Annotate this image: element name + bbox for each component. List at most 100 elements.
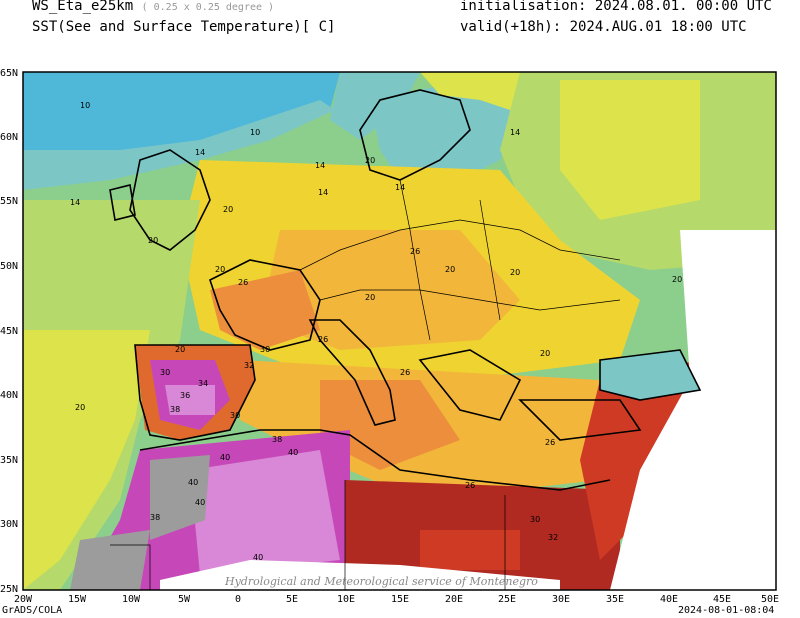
lat-label: 65N	[0, 68, 18, 79]
contour-label: 20	[445, 265, 455, 274]
lon-label: 35E	[606, 594, 624, 605]
field-cool-band	[23, 100, 335, 190]
contour-label: 40	[288, 448, 298, 457]
contour-label: 38	[150, 513, 160, 522]
contour-label: 36	[180, 391, 190, 400]
contour-label: 20	[175, 345, 185, 354]
field-out-of-domain-south	[160, 560, 560, 590]
contour-label: 26	[400, 368, 410, 377]
field-iberia-hottest	[165, 385, 215, 415]
field-atlas-grey	[150, 455, 210, 540]
contour-label: 26	[410, 247, 420, 256]
resolution-note: ( 0.25 x 0.25 degree )	[141, 2, 275, 13]
field-baltic	[370, 80, 520, 190]
contour-label: 26	[318, 335, 328, 344]
contour-label: 26	[238, 278, 248, 287]
contour-label: 40	[220, 453, 230, 462]
coast-turkey	[518, 399, 642, 441]
borders	[110, 179, 621, 590]
contour-label: 38	[170, 405, 180, 414]
contour-label: 20	[223, 205, 233, 214]
contour-label: 20	[365, 156, 375, 165]
contour-label: 20	[215, 265, 225, 274]
contour-label: 38	[272, 435, 282, 444]
lat-label: 25N	[0, 584, 18, 595]
field-east-warm	[560, 80, 700, 220]
contour-label: 32	[548, 533, 558, 542]
lon-label: 40E	[660, 594, 678, 605]
contour-label: 26	[545, 438, 555, 447]
contour-label: 14	[195, 148, 205, 157]
lon-label: 15W	[68, 594, 87, 605]
contour-label: 10	[80, 101, 90, 110]
contour-label: 20	[148, 236, 158, 245]
lon-label: 5W	[178, 594, 191, 605]
coast-scandinavia	[359, 89, 471, 181]
model-name: WS_Eta_e25km ( 0.25 x 0.25 degree )	[32, 0, 275, 14]
lon-label: 10E	[337, 594, 355, 605]
coast-italy	[308, 319, 396, 426]
lat-axis: 65N 60N 55N 50N 45N 40N 35N 30N 25N	[0, 68, 18, 595]
lon-label: 15E	[391, 594, 409, 605]
lon-label: 10W	[122, 594, 141, 605]
field-title: SST(See and Surface Temperature)[ C]	[32, 19, 336, 35]
contour-label: 20	[540, 349, 550, 358]
coastlines	[109, 89, 702, 491]
coast-britain	[129, 149, 211, 251]
footer-software: GrADS/COLA	[2, 605, 63, 616]
coast-balkans	[418, 349, 522, 421]
contour-label: 40	[253, 553, 263, 562]
border-line-c	[399, 179, 431, 341]
contour-label: 14	[510, 128, 520, 137]
field-tyrrhenian	[320, 380, 460, 470]
contour-label: 14	[318, 188, 328, 197]
lon-label: 30E	[552, 594, 570, 605]
lat-label: 35N	[0, 455, 18, 466]
border-line-a	[299, 219, 621, 271]
lon-label: 45E	[713, 594, 731, 605]
coast-iberia	[134, 344, 256, 441]
contour-labels: 10 10 14 14 14 14 14 14 20 20 20 20 20 2…	[70, 101, 682, 562]
init-time: initialisation: 2024.08.01. 00:00 UTC	[460, 0, 772, 14]
contour-label: 34	[198, 379, 208, 388]
lon-label: 5E	[286, 594, 298, 605]
coast-black-sea	[599, 349, 702, 401]
coast-ireland	[109, 184, 136, 221]
contour-label: 14	[70, 198, 80, 207]
contour-label: 26	[465, 481, 475, 490]
lon-label: 50E	[761, 594, 779, 605]
contour-label: 20	[672, 275, 682, 284]
contour-label: 14	[315, 161, 325, 170]
lon-axis: 20W 15W 10W 5W 0 5E 10E 15E 20E 25E 30E …	[14, 594, 779, 605]
valid-time: valid(+18h): 2024.AUG.01 18:00 UTC	[460, 19, 747, 35]
lon-label: 20W	[14, 594, 33, 605]
coast-france	[209, 259, 321, 351]
contour-label: 30	[160, 368, 170, 377]
watermark: Hydrological and Meteorological service …	[224, 575, 538, 588]
contour-label: 20	[75, 403, 85, 412]
field-france	[210, 270, 320, 350]
contour-label: 40	[188, 478, 198, 487]
lat-label: 55N	[0, 196, 18, 207]
lat-label: 60N	[0, 132, 18, 143]
lat-label: 30N	[0, 519, 18, 530]
lat-label: 50N	[0, 261, 18, 272]
contour-label: 10	[250, 128, 260, 137]
lon-label: 0	[235, 594, 241, 605]
contour-label: 14	[395, 183, 405, 192]
field-algeria-hot	[190, 450, 340, 575]
map-fields	[23, 72, 776, 590]
field-levant	[580, 360, 700, 560]
lat-label: 40N	[0, 390, 18, 401]
map-frame	[22, 71, 777, 591]
border-morocco	[110, 544, 151, 590]
field-black-sea	[600, 350, 700, 400]
contour-label: 30	[530, 515, 540, 524]
field-libya-inner	[420, 530, 520, 570]
coast-north-africa	[139, 429, 611, 491]
footer-timestamp: 2024-08-01-08:04	[678, 605, 775, 616]
field-out-of-domain-east	[610, 230, 776, 590]
contour-label: 32	[244, 361, 254, 370]
border-line-b	[319, 289, 621, 311]
